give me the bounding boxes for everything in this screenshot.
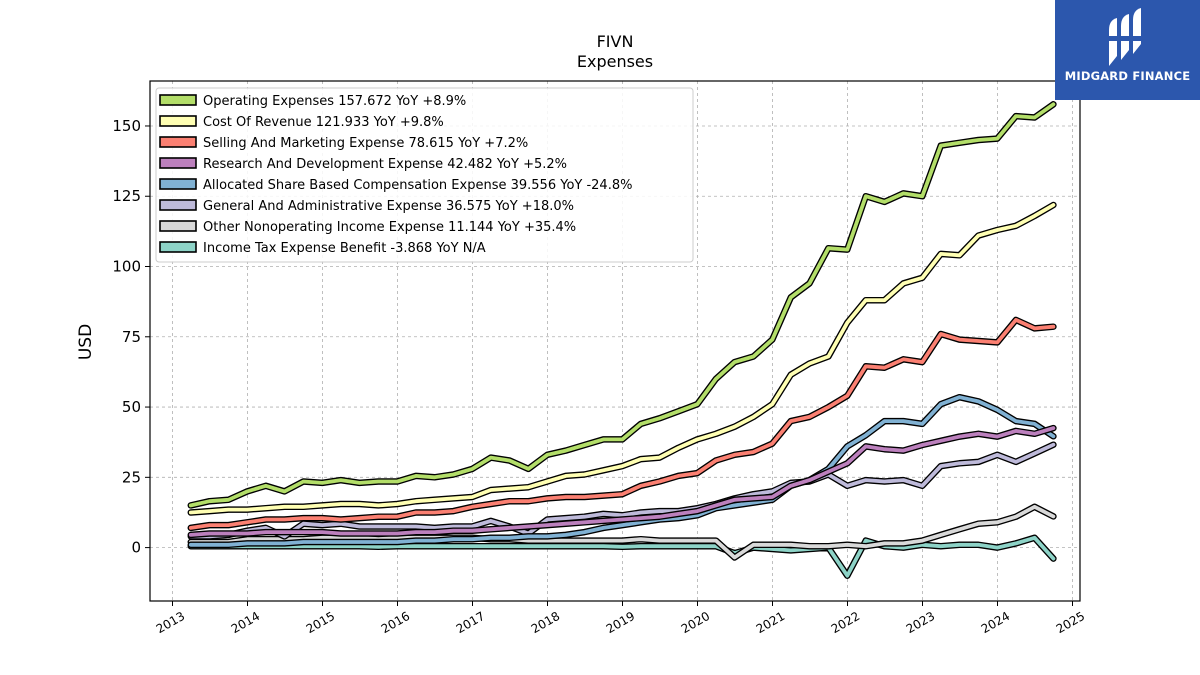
x-tick-label: 2016 — [379, 609, 412, 636]
x-tick-label: 2018 — [529, 609, 562, 636]
legend-swatch — [159, 136, 197, 148]
x-tick-label: 2017 — [454, 609, 487, 636]
series-line-other-nonoperating-income-expense — [188, 504, 1056, 560]
y-axis-label: USD — [76, 324, 96, 360]
legend-label: Cost Of Revenue 121.933 YoY +9.8% — [203, 115, 444, 130]
chart-subtitle: Expenses — [577, 52, 653, 71]
series-layer — [187, 101, 1057, 579]
legend-swatch — [159, 94, 197, 106]
legend-label: Other Nonoperating Income Expense 11.144… — [203, 220, 576, 235]
x-tick-label: 2014 — [229, 609, 262, 636]
y-axis: 0 25 50 75 100 125 150 — [112, 117, 150, 557]
legend-label: General And Administrative Expense 36.57… — [203, 199, 574, 214]
legend-label: Operating Expenses 157.672 YoY +8.9% — [203, 94, 466, 109]
legend: Operating Expenses 157.672 YoY +8.9% Cost… — [155, 87, 694, 263]
x-tick-label: 2015 — [304, 609, 337, 636]
y-tick-label: 150 — [112, 117, 141, 135]
legend-box — [155, 87, 694, 263]
legend-swatch — [159, 199, 197, 211]
x-tick-label: 2024 — [979, 609, 1012, 636]
x-tick-label: 2021 — [754, 609, 787, 636]
x-tick-label: 2019 — [604, 609, 637, 636]
legend-swatch — [159, 220, 197, 232]
series-line-allocated-share-based-compensation-expense — [188, 395, 1056, 547]
x-tick-label: 2022 — [829, 609, 862, 636]
series-line-general-and-administrative-expense — [188, 442, 1056, 539]
x-tick-label: 2020 — [679, 609, 712, 636]
x-tick-label: 2025 — [1054, 609, 1087, 636]
x-tick-label: 2013 — [154, 609, 187, 636]
chart-title: FIVN — [597, 32, 634, 51]
y-tick-label: 0 — [131, 539, 141, 557]
series-line-cost-of-revenue — [188, 203, 1056, 515]
legend-swatch — [159, 241, 197, 253]
midgard-logo-icon — [1107, 8, 1145, 66]
y-tick-label: 50 — [122, 398, 141, 416]
series-line-selling-and-marketing-expense — [188, 317, 1056, 530]
legend-label: Research And Development Expense 42.482 … — [203, 157, 567, 172]
series-line-research-and-development-expense — [188, 426, 1056, 537]
y-tick-label: 75 — [122, 328, 141, 346]
brand-logo: MIDGARD FINANCE — [1055, 0, 1200, 100]
plot-frame — [149, 80, 1081, 602]
x-tick-label: 2023 — [904, 609, 937, 636]
series-line-income-tax-expense-benefit — [188, 535, 1056, 578]
legend-swatch — [159, 178, 197, 190]
y-tick-label: 125 — [112, 187, 141, 205]
legend-label: Allocated Share Based Compensation Expen… — [203, 178, 632, 193]
y-tick-label: 25 — [122, 468, 141, 486]
y-tick-label: 100 — [112, 258, 141, 276]
legend-swatch — [159, 157, 197, 169]
legend-label: Selling And Marketing Expense 78.615 YoY… — [203, 136, 528, 151]
brand-name: MIDGARD FINANCE — [1064, 69, 1191, 83]
legend-label: Income Tax Expense Benefit -3.868 YoY N/… — [203, 241, 486, 256]
x-axis: 2013 2014 2015 2016 2017 2018 2019 2020 2021 2022… — [154, 601, 1087, 636]
legend-swatch — [159, 115, 197, 127]
series-line-operating-expenses — [188, 102, 1056, 508]
